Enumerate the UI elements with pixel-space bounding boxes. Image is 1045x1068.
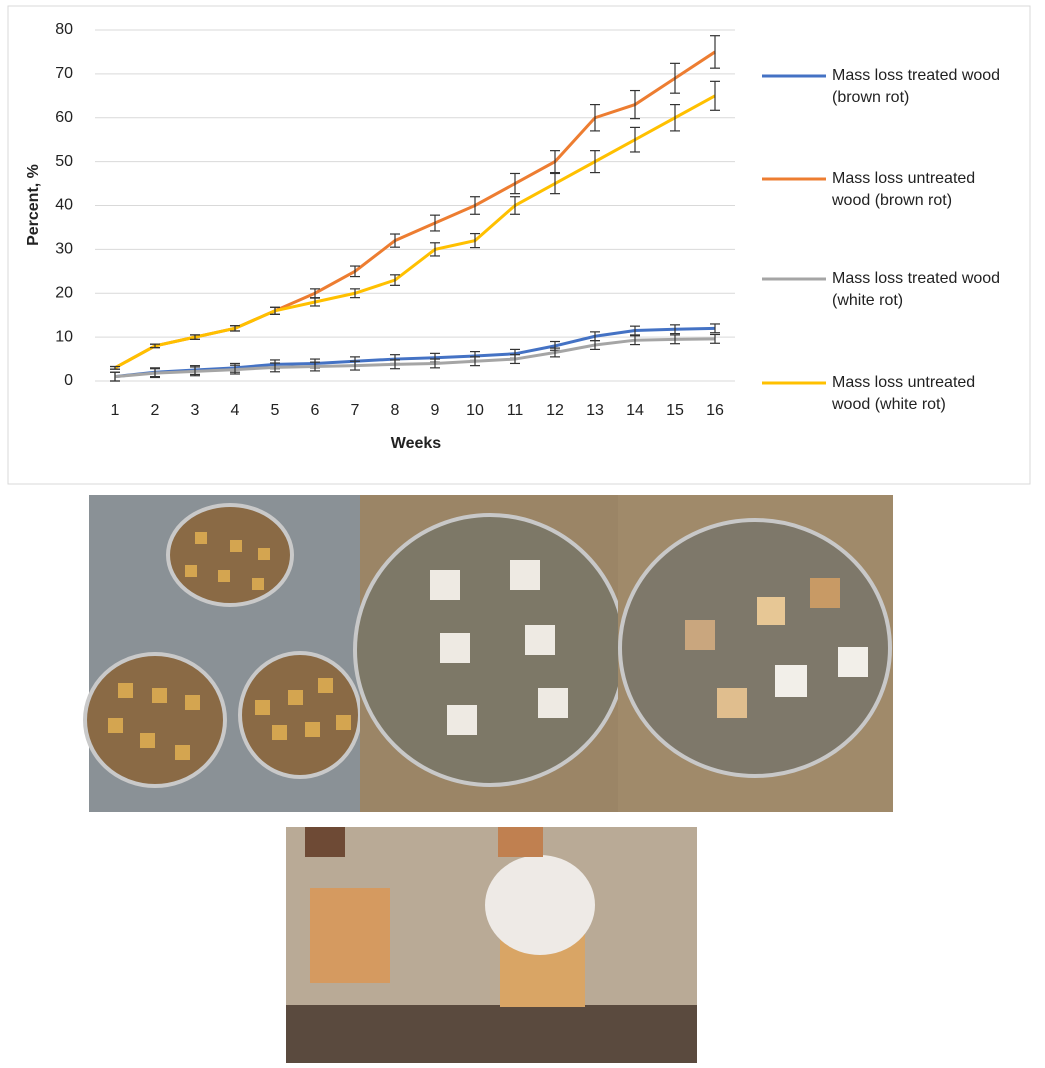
chart-frame — [7, 5, 1031, 485]
error-bar — [390, 359, 400, 370]
x-tick-label: 4 — [231, 402, 240, 419]
error-bar — [510, 172, 520, 195]
error-bar — [270, 362, 280, 373]
error-bar — [550, 172, 560, 195]
y-axis-title: Percent, % — [25, 164, 42, 246]
y-tick-label: 70 — [55, 65, 73, 82]
error-bar — [150, 343, 160, 349]
error-bar — [230, 325, 240, 332]
x-tick-label: 2 — [151, 402, 160, 419]
error-bar — [710, 35, 720, 69]
legend-label: Mass loss untreated wood (brown rot) — [832, 170, 976, 209]
error-bar — [430, 358, 440, 369]
legend-label: Mass loss untreated wood (white rot) — [832, 374, 976, 413]
error-bar — [470, 356, 480, 367]
error-bar — [310, 297, 320, 307]
error-bar — [670, 324, 680, 335]
series-line — [114, 94, 716, 370]
x-tick-label: 3 — [191, 402, 200, 419]
error-bar — [670, 103, 680, 132]
y-tick-label: 30 — [55, 241, 73, 258]
error-bar — [630, 335, 640, 346]
error-bar — [430, 242, 440, 257]
error-bar — [510, 354, 520, 365]
error-bar — [110, 371, 120, 382]
legend-label: Mass loss treated wood (white rot) — [832, 270, 1001, 309]
x-tick-label: 8 — [391, 402, 400, 419]
x-axis-title: Weeks — [391, 435, 442, 452]
error-bar — [590, 150, 600, 174]
series-line — [114, 337, 716, 379]
error-bar — [550, 150, 560, 174]
error-bar — [510, 196, 520, 215]
x-tick-label: 11 — [507, 402, 524, 419]
y-tick-label: 80 — [55, 21, 73, 38]
y-tick-label: 60 — [55, 109, 73, 126]
y-tick-label: 40 — [55, 197, 73, 214]
error-bar — [590, 340, 600, 351]
x-tick-label: 15 — [666, 402, 684, 419]
error-bar — [270, 306, 280, 315]
x-tick-label: 16 — [706, 402, 724, 419]
error-bar — [710, 323, 720, 334]
error-bar — [470, 232, 480, 249]
error-bar — [310, 361, 320, 372]
x-tick-label: 1 — [111, 402, 120, 419]
error-bar — [190, 366, 200, 377]
x-tick-label: 9 — [431, 402, 440, 419]
x-tick-label: 6 — [311, 402, 320, 419]
error-bar — [190, 334, 200, 340]
error-bar — [430, 214, 440, 232]
x-tick-label: 10 — [466, 402, 484, 419]
error-bar — [110, 365, 120, 370]
y-tick-label: 20 — [55, 284, 73, 301]
error-bar — [390, 274, 400, 286]
photo-panel — [83, 495, 893, 1063]
error-bar — [350, 360, 360, 371]
error-bar — [350, 265, 360, 278]
error-bar — [550, 347, 560, 358]
error-bar — [150, 368, 160, 379]
error-bar — [710, 80, 720, 111]
error-bar — [390, 233, 400, 248]
series-line — [114, 50, 716, 370]
x-tick-label: 12 — [546, 402, 564, 419]
error-bar — [630, 126, 640, 153]
error-bar — [710, 333, 720, 344]
x-tick-label: 5 — [271, 402, 280, 419]
series-line — [114, 326, 716, 379]
error-bar — [230, 364, 240, 375]
error-bar — [350, 288, 360, 299]
error-bar — [670, 334, 680, 345]
x-tick-label: 13 — [586, 402, 604, 419]
error-bar — [630, 89, 640, 120]
error-bar — [630, 325, 640, 336]
y-tick-label: 50 — [55, 153, 73, 170]
x-tick-label: 14 — [626, 402, 644, 419]
error-bar — [470, 196, 480, 215]
y-tick-label: 0 — [64, 372, 73, 389]
legend-label: Mass loss treated wood (brown rot) — [832, 67, 1001, 106]
error-bar — [590, 103, 600, 132]
y-tick-label: 10 — [55, 328, 73, 345]
error-bar — [670, 62, 680, 94]
x-tick-label: 7 — [351, 402, 360, 419]
